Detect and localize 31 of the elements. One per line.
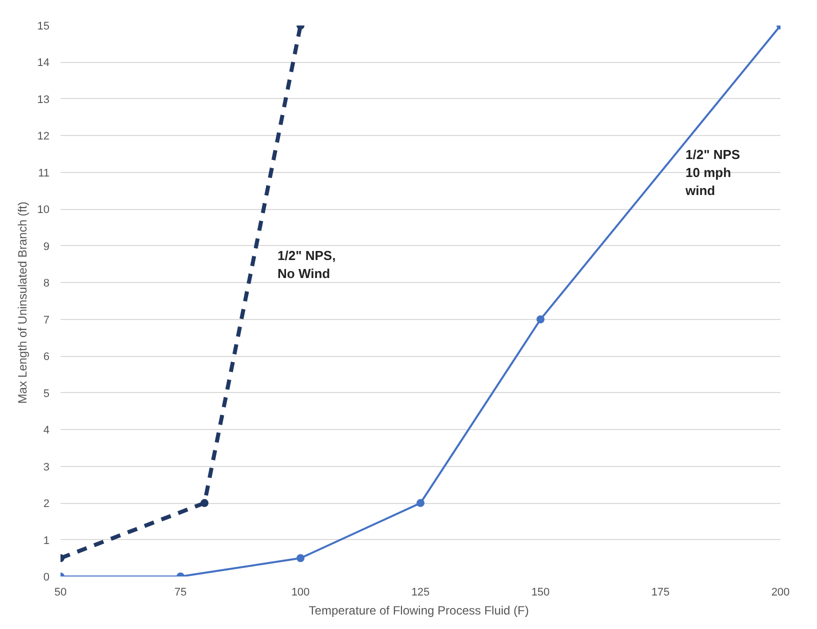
y-tick-label: 15	[37, 20, 50, 32]
y-tick-label: 3	[43, 461, 50, 474]
y-tick-label: 14	[37, 57, 50, 70]
y-tick-label: 8	[43, 278, 50, 290]
x-tick-label: 75	[174, 586, 187, 598]
y-tick-label: 9	[43, 240, 50, 253]
y-tick-label: 7	[43, 314, 50, 326]
series-label: 1/2" NPS 10 mph wind	[684, 146, 740, 198]
point	[536, 315, 544, 324]
x-tick-label: 125	[411, 586, 430, 598]
x-tick-label: 175	[651, 586, 670, 598]
y-tick-label: 10	[37, 204, 50, 216]
y-tick-label: 6	[43, 351, 50, 364]
y-tick-label: 1	[43, 534, 50, 547]
y-tick-label: 5	[43, 388, 50, 400]
y-tick-label: 12	[37, 130, 50, 143]
y-axis-title: Max Length of Uninsulated Branch (ft)	[15, 202, 30, 404]
y-tick-label: 0	[43, 572, 50, 584]
series-label: 1/2" NPS, No Wind	[278, 248, 336, 281]
x-tick-label: 150	[531, 586, 550, 598]
point	[200, 499, 208, 508]
x-tick-label: 200	[771, 586, 790, 598]
x-tick-label: 50	[54, 586, 67, 598]
x-tick-label: 100	[291, 586, 310, 598]
point	[296, 554, 304, 562]
y-tick-label: 2	[43, 498, 50, 510]
point	[416, 499, 424, 508]
y-tick-label: 11	[38, 167, 50, 180]
y-tick-label: 4	[43, 424, 50, 437]
x-axis-title: Temperature of Flowing Process Fluid (F)	[308, 604, 529, 618]
y-tick-label: 13	[37, 94, 50, 106]
